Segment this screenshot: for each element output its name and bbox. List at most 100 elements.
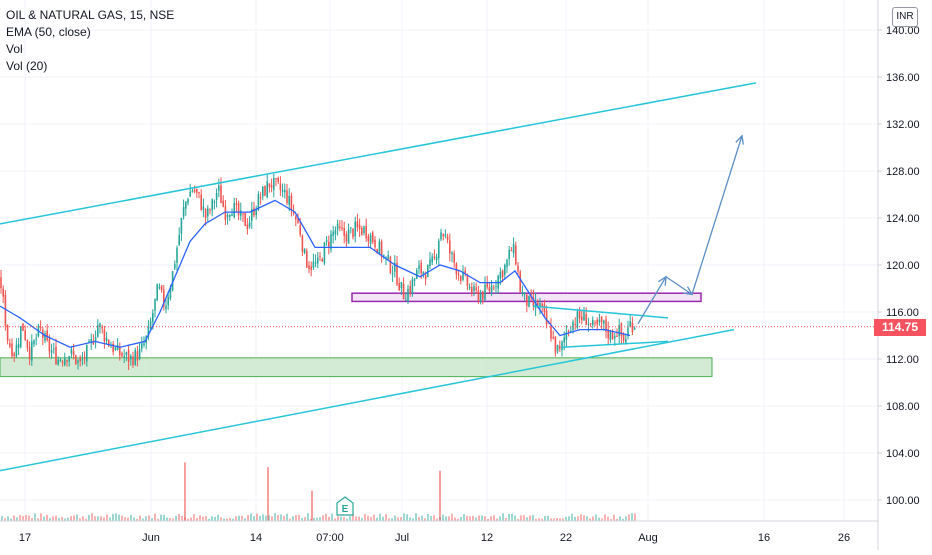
candle-body [174, 264, 176, 269]
volume-bar [280, 514, 282, 521]
volume-bar [490, 516, 492, 521]
volume-bar [178, 513, 180, 521]
volume-bar [625, 516, 627, 521]
volume-bar [118, 514, 120, 521]
volume-bar [247, 515, 249, 521]
candle-body [376, 249, 378, 254]
volume-bar [406, 514, 408, 521]
candle-body [422, 272, 425, 275]
x-tick-label: 16 [758, 532, 770, 544]
candle-body [297, 218, 299, 224]
volume-bar [589, 518, 591, 521]
volume-bar [121, 515, 123, 521]
candle-body [323, 242, 326, 264]
vol-ma-indicator-label[interactable]: Vol (20) [6, 59, 48, 73]
candle-body [48, 338, 51, 352]
volume-bar [190, 517, 192, 521]
candle-body [132, 356, 134, 366]
volume-bar [91, 513, 93, 521]
volume-bar [442, 514, 444, 521]
volume-bar [628, 514, 630, 521]
candle-body [136, 351, 139, 361]
volume-bar [64, 518, 66, 521]
volume-bar [238, 515, 240, 521]
volume-bar [223, 518, 225, 521]
candle-body [473, 286, 475, 292]
volume-bar [322, 515, 324, 521]
vol-indicator-label[interactable]: Vol [6, 42, 23, 56]
volume-bar [499, 516, 501, 521]
volume-bar [52, 516, 54, 521]
candle-body [33, 340, 35, 345]
candle-body [224, 206, 227, 220]
candle-body [354, 221, 356, 237]
candle-body [70, 349, 73, 354]
symbol-title[interactable]: OIL & NATURAL GAS, 15, NSE [6, 8, 175, 22]
currency-label[interactable]: INR [892, 7, 918, 27]
candle-body [334, 230, 337, 234]
volume-bar [265, 515, 267, 521]
volume-bar [577, 516, 579, 521]
y-tick-label: 136.00 [886, 72, 920, 84]
volume-bar [367, 515, 369, 521]
candle-body [537, 302, 539, 308]
candle-body [411, 279, 414, 295]
volume-bar [391, 518, 393, 521]
candle-body [341, 227, 343, 229]
candle-body [288, 195, 290, 205]
candle-body [446, 236, 449, 240]
candle-body [345, 234, 348, 242]
candle-body [587, 323, 590, 325]
candle-body [427, 264, 429, 278]
volume-bar [166, 517, 168, 521]
volume-bar [67, 517, 69, 521]
channel-upper-line [0, 82, 757, 225]
volume-bar [43, 516, 45, 521]
candle-body [176, 247, 178, 263]
volume-bar [157, 518, 159, 521]
candle-body [508, 249, 510, 260]
candle-body [248, 222, 251, 227]
candle-body [407, 288, 409, 302]
candle-body [4, 294, 7, 326]
volume-bar [604, 514, 606, 521]
candle-body [125, 352, 128, 355]
candle-body [204, 209, 207, 218]
candle-body [543, 304, 546, 313]
candle-body [15, 345, 18, 357]
volume-bar [469, 516, 471, 521]
candle-body [237, 202, 240, 216]
y-tick-label: 100.00 [886, 495, 920, 507]
candle-body [471, 287, 473, 294]
candle-body [149, 321, 152, 329]
chart-legend: OIL & NATURAL GAS, 15, NSE EMA (50, clos… [6, 7, 174, 75]
volume-bar [25, 514, 27, 521]
candle-body [488, 287, 491, 291]
candle-body [325, 240, 328, 242]
volume-bar [160, 514, 162, 521]
volume-bar [349, 516, 351, 521]
volume-bar [196, 518, 198, 521]
candle-body [312, 261, 315, 268]
candle-body [402, 283, 405, 300]
candle-body [453, 253, 455, 263]
x-tick-label: Aug [638, 532, 658, 544]
earnings-marker-label: E [342, 504, 349, 515]
candle-body [308, 265, 310, 269]
ema-indicator-label[interactable]: EMA (50, close) [6, 25, 91, 39]
volume-bar [373, 514, 375, 521]
candle-body [521, 291, 524, 294]
candle-body [277, 177, 279, 183]
candle-body [539, 302, 541, 308]
volume-bar [151, 518, 153, 521]
candle-body [317, 257, 319, 264]
candle-body [464, 270, 466, 274]
axes: 140.00 136.00 132.00 128.00 124.00 120.00 116.… [0, 0, 920, 550]
volume-bar [163, 515, 165, 521]
volume-bar [421, 515, 423, 521]
volume-bar [400, 517, 402, 521]
volume-bar [250, 513, 252, 521]
volume-bar [547, 515, 549, 521]
